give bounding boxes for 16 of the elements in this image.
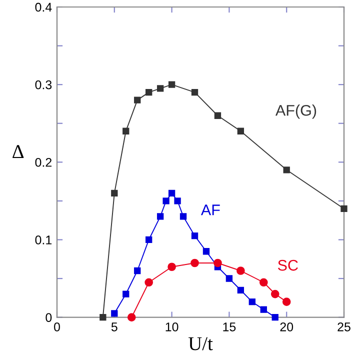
x-tick-label: 10	[166, 322, 178, 332]
text: AF(G)	[275, 104, 316, 119]
x-tick-label: 15	[223, 322, 236, 332]
y-tick-label: 0.4	[35, 2, 52, 12]
x-tick-label: 0	[54, 322, 60, 332]
x-tick-label: 25	[338, 322, 350, 332]
y-axis-title: Δ	[12, 145, 24, 158]
y-tick-label: 0.2	[35, 158, 52, 167]
y-tick-label: 0	[46, 313, 52, 322]
series-label: AF	[200, 204, 220, 216]
x-tick-label: 5	[111, 322, 118, 332]
y-tick-label: 0.1	[35, 236, 52, 244]
x-tick-label: 20	[280, 322, 294, 332]
x-axis-title: U/t	[188, 337, 213, 350]
series-label: SC	[278, 260, 298, 271]
y-tick-label: 0.3	[35, 80, 52, 90]
